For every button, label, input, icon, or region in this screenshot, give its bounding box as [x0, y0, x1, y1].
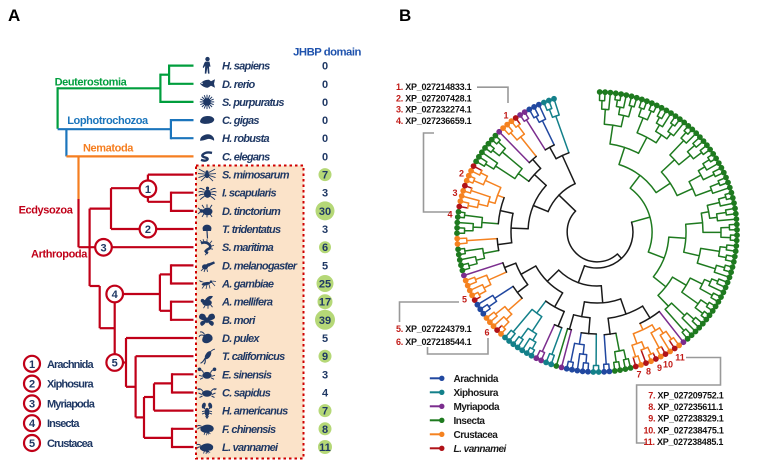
svg-text:2: 2	[459, 169, 464, 179]
svg-text:5: 5	[322, 260, 328, 272]
svg-text:10: 10	[663, 360, 673, 370]
svg-text:5. XP_027224379.1: 5. XP_027224379.1	[396, 324, 472, 334]
svg-text:2. XP_027207428.1: 2. XP_027207428.1	[396, 93, 472, 103]
svg-text:Lophotrochozoa: Lophotrochozoa	[67, 115, 149, 127]
svg-text:9. XP_027238329.1: 9. XP_027238329.1	[648, 414, 724, 424]
svg-text:6. XP_027218544.1: 6. XP_027218544.1	[396, 337, 472, 347]
svg-text:L. vannamei: L. vannamei	[454, 444, 507, 455]
svg-text:Crustacea: Crustacea	[454, 430, 499, 441]
svg-text:2: 2	[145, 224, 151, 236]
svg-text:3: 3	[322, 188, 328, 200]
svg-text:0: 0	[322, 61, 328, 73]
svg-text:L. vannamei: L. vannamei	[222, 442, 279, 454]
svg-text:17: 17	[319, 297, 331, 309]
svg-text:6: 6	[484, 328, 489, 338]
svg-text:E. sinensis: E. sinensis	[222, 369, 272, 381]
svg-text:3: 3	[29, 398, 35, 410]
svg-text:D. melanogaster: D. melanogaster	[222, 260, 298, 272]
svg-text:8: 8	[322, 424, 328, 436]
svg-text:5: 5	[112, 358, 118, 370]
svg-text:H. robusta: H. robusta	[222, 133, 270, 145]
svg-text:5: 5	[462, 295, 467, 305]
svg-text:S. maritima: S. maritima	[222, 242, 274, 254]
svg-text:JHBP domain: JHBP domain	[293, 47, 361, 59]
svg-text:Myriapoda: Myriapoda	[47, 398, 96, 410]
svg-text:0: 0	[322, 133, 328, 145]
svg-text:1: 1	[29, 359, 35, 371]
svg-text:Myriapoda: Myriapoda	[454, 402, 500, 413]
svg-text:7: 7	[322, 406, 328, 418]
svg-text:T. californicus: T. californicus	[222, 351, 285, 363]
svg-text:C. sapidus: C. sapidus	[222, 388, 271, 400]
svg-text:5: 5	[322, 333, 328, 345]
svg-text:9: 9	[657, 363, 662, 373]
svg-text:Ecdysozoa: Ecdysozoa	[19, 205, 74, 217]
svg-text:0: 0	[322, 115, 328, 127]
svg-text:S. mimosarum: S. mimosarum	[222, 170, 290, 182]
svg-text:Arachnida: Arachnida	[47, 359, 94, 371]
svg-text:C. gigas: C. gigas	[222, 115, 259, 127]
svg-text:30: 30	[319, 206, 331, 218]
svg-text:1: 1	[503, 111, 508, 121]
svg-text:7: 7	[322, 170, 328, 182]
svg-text:6: 6	[322, 242, 328, 254]
svg-text:5: 5	[29, 438, 35, 450]
svg-text:1. XP_027214833.1: 1. XP_027214833.1	[396, 82, 472, 92]
svg-text:Xiphosura: Xiphosura	[47, 379, 94, 391]
svg-text:Arachnida: Arachnida	[454, 374, 499, 385]
svg-text:3: 3	[322, 224, 328, 236]
svg-text:A. mellifera: A. mellifera	[221, 297, 273, 309]
svg-text:Arthropoda: Arthropoda	[31, 249, 88, 261]
svg-text:D. pulex: D. pulex	[222, 333, 260, 345]
svg-text:39: 39	[319, 315, 331, 327]
svg-text:Insecta: Insecta	[454, 416, 486, 427]
svg-text:10. XP_027238475.1: 10. XP_027238475.1	[644, 425, 724, 435]
svg-text:7. XP_027209752.1: 7. XP_027209752.1	[648, 391, 724, 401]
svg-text:2: 2	[29, 379, 35, 391]
svg-text:3: 3	[452, 188, 457, 198]
svg-text:A. gambiae: A. gambiae	[221, 279, 274, 291]
svg-text:4: 4	[29, 418, 36, 430]
svg-text:7: 7	[636, 370, 641, 380]
svg-text:4. XP_027236659.1: 4. XP_027236659.1	[396, 116, 472, 126]
svg-text:Deuterostomia: Deuterostomia	[55, 77, 128, 89]
svg-text:Nematoda: Nematoda	[83, 143, 134, 155]
svg-text:3: 3	[100, 242, 106, 254]
svg-text:25: 25	[319, 279, 331, 291]
svg-text:8: 8	[646, 367, 651, 377]
svg-text:Crustacea: Crustacea	[47, 438, 94, 450]
svg-text:3. XP_027232274.1: 3. XP_027232274.1	[396, 105, 472, 115]
svg-text:Insecta: Insecta	[47, 418, 80, 430]
svg-text:3: 3	[322, 369, 328, 381]
svg-text:11: 11	[319, 442, 331, 454]
svg-text:D. rerio: D. rerio	[222, 79, 256, 91]
svg-text:11: 11	[675, 353, 685, 363]
svg-text:4: 4	[112, 289, 119, 301]
svg-text:8. XP_027235611.1: 8. XP_027235611.1	[648, 402, 723, 412]
svg-text:D. tinctorium: D. tinctorium	[222, 206, 281, 218]
svg-text:4: 4	[447, 210, 452, 220]
svg-text:4: 4	[322, 388, 329, 400]
svg-text:11. XP_027238485.1: 11. XP_027238485.1	[644, 437, 724, 447]
svg-text:0: 0	[322, 97, 328, 109]
svg-text:B. mori: B. mori	[222, 315, 256, 327]
svg-text:F. chinensis: F. chinensis	[222, 424, 276, 436]
svg-text:H. sapiens: H. sapiens	[222, 61, 270, 73]
svg-text:9: 9	[322, 351, 328, 363]
svg-text:H. americanus: H. americanus	[222, 406, 288, 418]
svg-text:C. elegans: C. elegans	[222, 151, 270, 163]
svg-text:0: 0	[322, 151, 328, 163]
svg-text:Xiphosura: Xiphosura	[454, 388, 499, 399]
svg-text:S. purpuratus: S. purpuratus	[222, 97, 284, 109]
svg-text:T. tridentatus: T. tridentatus	[222, 224, 281, 236]
svg-text:I. scapularis: I. scapularis	[222, 188, 276, 200]
svg-text:0: 0	[322, 79, 328, 91]
svg-text:1: 1	[145, 184, 151, 196]
